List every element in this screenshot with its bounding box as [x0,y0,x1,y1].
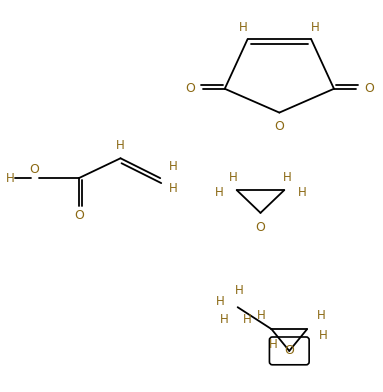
Text: O: O [29,163,39,176]
Text: H: H [283,171,292,183]
Text: H: H [317,309,326,322]
Text: H: H [319,328,327,341]
Text: O: O [275,120,284,133]
Text: H: H [215,295,224,308]
Text: H: H [269,338,278,352]
FancyBboxPatch shape [269,337,309,365]
Text: H: H [257,309,266,322]
Text: O: O [185,82,195,95]
Text: O: O [364,82,374,95]
Text: H: H [229,171,238,183]
Text: H: H [6,172,15,185]
Text: H: H [169,160,177,173]
Text: O: O [74,209,84,222]
Text: H: H [214,185,223,198]
Text: H: H [219,313,228,326]
Text: O: O [284,345,294,358]
Text: H: H [239,21,248,34]
Text: H: H [235,284,244,297]
Text: H: H [311,21,319,34]
Text: H: H [243,313,252,326]
Text: H: H [298,185,306,198]
Text: H: H [116,139,125,152]
Text: H: H [169,181,177,194]
Text: O: O [255,221,265,234]
